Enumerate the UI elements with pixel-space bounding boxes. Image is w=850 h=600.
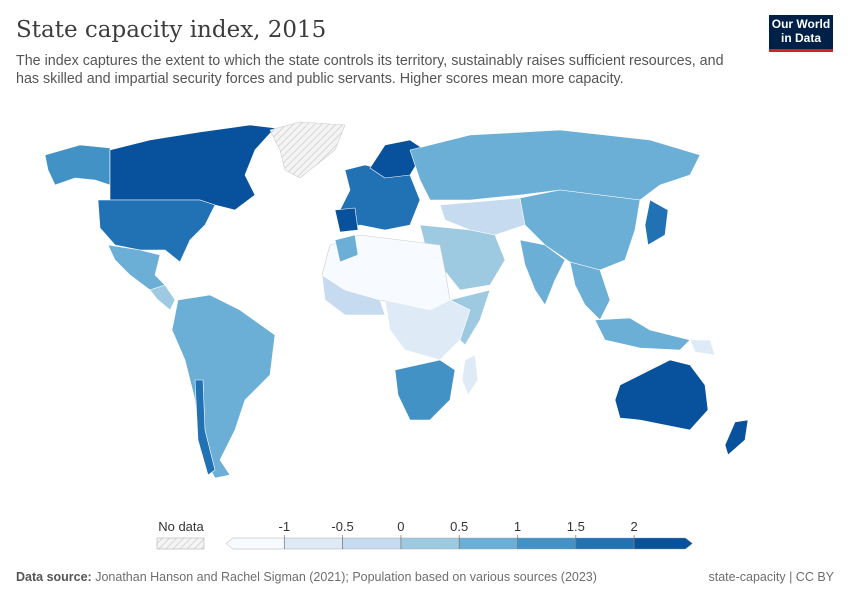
world-map xyxy=(44,121,749,479)
legend-tick-label: 1 xyxy=(514,519,521,534)
color-legend: No data -1 -0.5 0 0.5 1 1.5 2 xyxy=(156,519,693,550)
data-source-text[interactable]: Jonathan Hanson and Rachel Sigman (2021)… xyxy=(91,570,597,584)
license-text[interactable]: state-capacity | CC BY xyxy=(708,570,834,584)
legend-bin-2[interactable] xyxy=(342,537,402,550)
data-source: Data source: Jonathan Hanson and Rachel … xyxy=(16,570,597,584)
legend-bin-6[interactable] xyxy=(575,537,635,550)
country-chile[interactable] xyxy=(194,379,216,476)
legend-no-data-swatch[interactable] xyxy=(156,537,205,550)
country-canada[interactable] xyxy=(109,124,276,211)
legend-tick-label: 0.5 xyxy=(450,519,468,534)
country-spain[interactable] xyxy=(334,207,359,233)
country-greenland[interactable] xyxy=(269,121,346,179)
legend-tick-label: 2 xyxy=(630,519,637,534)
legend-tick-label: 0 xyxy=(397,519,404,534)
legend-tick-label: -1 xyxy=(279,519,291,534)
legend-no-data-label: No data xyxy=(158,519,204,534)
country-india[interactable] xyxy=(519,239,566,306)
country-australia[interactable] xyxy=(614,359,709,431)
legend-tick-label: 1.5 xyxy=(567,519,585,534)
region-central-america[interactable] xyxy=(149,284,176,311)
country-morocco[interactable] xyxy=(334,234,359,263)
country-papua-new-guinea[interactable] xyxy=(689,339,716,356)
country-japan[interactable] xyxy=(644,199,669,246)
region-west-africa[interactable] xyxy=(321,274,386,316)
country-madagascar[interactable] xyxy=(461,354,479,396)
region-indonesia[interactable] xyxy=(594,317,691,351)
legend-bin-3[interactable] xyxy=(400,537,460,550)
legend-bin-0[interactable] xyxy=(225,537,285,550)
country-mexico[interactable] xyxy=(107,244,166,291)
chart-title: State capacity index, 2015 xyxy=(16,17,327,43)
country-russia[interactable] xyxy=(409,129,701,201)
region-southeast-asia[interactable] xyxy=(569,261,611,321)
legend-bin-1[interactable] xyxy=(284,537,343,550)
legend-bin-4[interactable] xyxy=(459,537,518,550)
country-usa[interactable] xyxy=(97,199,216,263)
region-south-america[interactable] xyxy=(171,294,276,479)
country-new-zealand[interactable] xyxy=(724,419,749,456)
owid-logo[interactable]: Our World in Data xyxy=(769,15,833,52)
region-east-africa[interactable] xyxy=(449,289,491,346)
legend-bin-5[interactable] xyxy=(517,537,576,550)
data-source-label: Data source: xyxy=(16,570,92,584)
legend-bin-7[interactable] xyxy=(633,537,693,550)
country-china[interactable] xyxy=(519,189,641,271)
country-alaska[interactable] xyxy=(44,144,111,186)
chart-subtitle: The index captures the extent to which t… xyxy=(16,53,724,87)
legend-tick-label: -0.5 xyxy=(331,519,353,534)
region-southern-africa[interactable] xyxy=(394,359,456,421)
